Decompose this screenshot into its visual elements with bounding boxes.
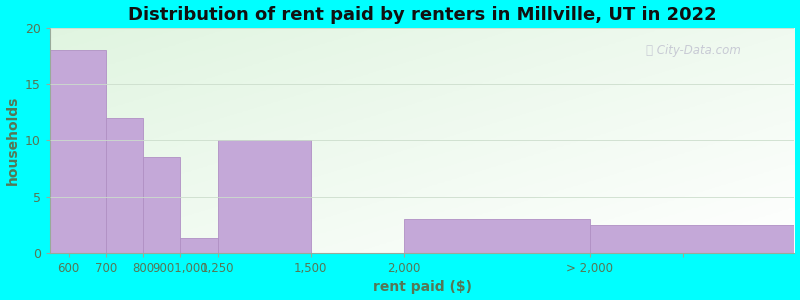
Bar: [143, 157, 180, 253]
Bar: [218, 140, 310, 253]
Title: Distribution of rent paid by renters in Millville, UT in 2022: Distribution of rent paid by renters in …: [128, 6, 717, 24]
Text: ⓘ City-Data.com: ⓘ City-Data.com: [646, 44, 741, 57]
Bar: [180, 238, 218, 253]
Bar: [106, 118, 143, 253]
Bar: [404, 219, 590, 253]
Y-axis label: households: households: [6, 96, 19, 185]
X-axis label: rent paid ($): rent paid ($): [373, 280, 472, 294]
Bar: [590, 225, 794, 253]
Bar: [50, 50, 106, 253]
